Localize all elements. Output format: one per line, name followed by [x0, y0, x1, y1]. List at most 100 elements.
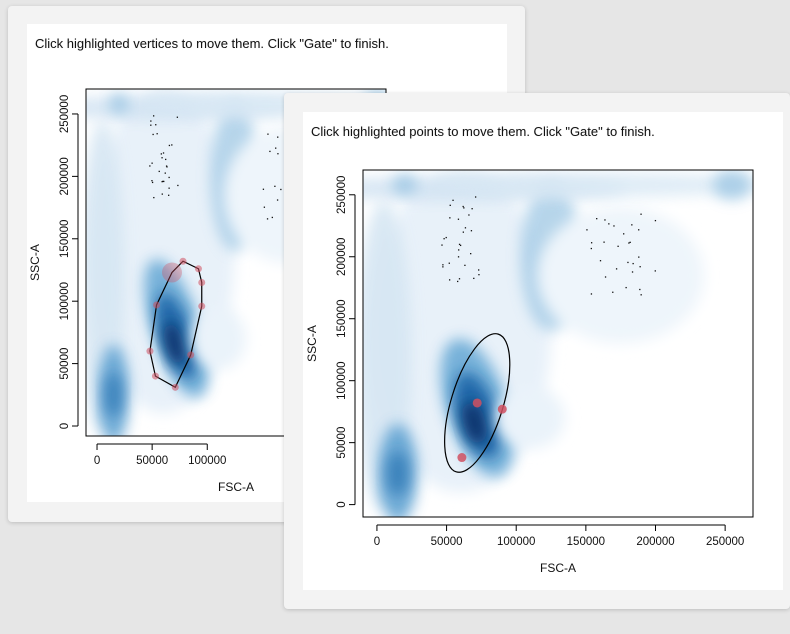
outlier-point [158, 170, 160, 173]
gate-vertex-handle[interactable] [151, 372, 159, 380]
x-tick-label: 200000 [636, 536, 674, 548]
outlier-point [277, 153, 279, 155]
density-blob [163, 321, 185, 366]
x-tick-label: 50000 [431, 536, 463, 548]
x-axis-label: FSC-A [218, 480, 254, 494]
outlier-point [654, 270, 656, 272]
outlier-point [449, 204, 451, 206]
y-axis-label: SSC-A [305, 325, 319, 362]
gate-vertex-handle[interactable] [146, 347, 154, 355]
x-tick-label: 0 [94, 455, 100, 467]
outlier-point [632, 262, 634, 265]
outlier-point [149, 165, 151, 167]
outlier-point [266, 218, 269, 220]
outlier-point [604, 276, 607, 278]
x-tick-label: 150000 [567, 536, 605, 548]
y-tick-label: 100000 [336, 361, 348, 399]
outlier-point [458, 243, 461, 246]
outlier-point [612, 291, 614, 293]
outlier-point [473, 277, 475, 280]
outlier-point [150, 124, 152, 126]
y-tick-label: 0 [59, 423, 71, 429]
density-blob [190, 307, 246, 370]
outlier-point [150, 120, 152, 122]
gate-point-handle[interactable] [472, 398, 482, 408]
outlier-point [168, 187, 170, 189]
instruction-text: Click highlighted vertices to move them.… [35, 36, 389, 51]
y-tick-label: 200000 [336, 238, 348, 276]
density-blob [386, 451, 409, 496]
outlier-point [590, 293, 593, 295]
outlier-point [631, 224, 633, 226]
gate-point-handle[interactable] [497, 404, 507, 414]
density-blob [104, 372, 123, 418]
outlier-point [604, 219, 606, 221]
density-blob [432, 172, 753, 198]
outlier-point [638, 256, 640, 258]
outlier-point [168, 194, 170, 196]
outlier-point [168, 176, 170, 179]
x-tick-label: 250000 [706, 536, 744, 548]
y-tick-label: 50000 [59, 348, 71, 380]
outlier-point [262, 188, 265, 190]
y-tick-label: 150000 [336, 300, 348, 338]
gate-vertex-handle[interactable] [198, 302, 206, 310]
density-blob [392, 174, 418, 195]
outlier-point [151, 162, 153, 164]
gate-window-front: Click highlighted points to move them. C… [284, 93, 790, 609]
gate-vertex-handle[interactable] [198, 278, 206, 286]
x-tick-label: 100000 [188, 455, 226, 467]
gate-vertex-handle[interactable] [179, 257, 187, 265]
outlier-point [638, 229, 640, 231]
outlier-point [161, 157, 163, 159]
gate[interactable] [431, 327, 523, 480]
outlier-point [166, 166, 168, 168]
outlier-point [623, 233, 625, 235]
outlier-point [271, 216, 273, 219]
y-tick-label: 100000 [59, 282, 71, 320]
outlier-point [615, 268, 618, 270]
gate-point-handle[interactable] [457, 453, 467, 463]
outlier-point [603, 241, 605, 243]
outlier-point [474, 196, 477, 198]
density-blob [712, 170, 752, 200]
outlier-point [177, 184, 179, 187]
outlier-point [629, 241, 631, 243]
outlier-point [277, 136, 279, 138]
y-axis-label: SSC-A [28, 244, 42, 281]
outlier-point [463, 207, 465, 209]
outlier-point [468, 214, 470, 216]
density-plot[interactable]: 0 50000 100000 150000 200000 250000 0 50000 1000… [303, 112, 783, 590]
gate-vertex-handle[interactable] [161, 262, 182, 283]
outlier-point [457, 256, 460, 258]
outlier-point [162, 180, 164, 183]
outlier-point [448, 279, 451, 281]
outlier-point [275, 147, 277, 149]
outlier-point [640, 213, 642, 215]
outlier-point [267, 133, 269, 135]
outlier-point [156, 133, 158, 135]
gate-vertex-handle[interactable] [194, 265, 202, 273]
gate-vertex-handle[interactable] [171, 383, 179, 391]
outlier-point [628, 242, 630, 244]
outlier-points [441, 196, 657, 296]
gate-vertex-handle[interactable] [153, 301, 161, 309]
outlier-point [164, 172, 166, 174]
outlier-point [627, 261, 629, 264]
outlier-point [152, 133, 154, 136]
outlier-point [276, 199, 279, 201]
density-blob [495, 386, 565, 449]
outlier-point [625, 286, 627, 289]
outlier-point [443, 238, 445, 240]
outlier-point [640, 294, 642, 296]
outlier-point [458, 278, 461, 280]
outlier-point [162, 152, 165, 154]
gate[interactable] [146, 257, 206, 391]
outlier-point [617, 245, 619, 247]
y-tick-label: 250000 [59, 95, 71, 133]
outlier-point [613, 225, 615, 227]
x-tick-label: 50000 [136, 455, 168, 467]
outlier-point [470, 252, 472, 255]
gate-vertex-handle[interactable] [187, 351, 195, 359]
outlier-point [608, 223, 610, 225]
